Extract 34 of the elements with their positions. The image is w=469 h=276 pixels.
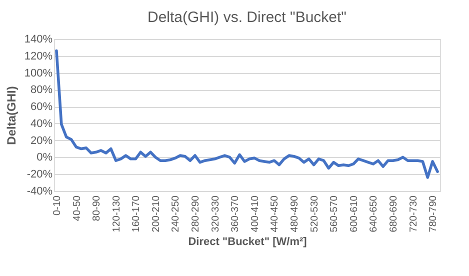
- x-tick-label: 280-290: [190, 195, 202, 232]
- x-tick-label: 40-50: [72, 195, 83, 222]
- x-tick-label: 320-330: [210, 195, 222, 232]
- y-tick-label: 100%: [24, 67, 53, 80]
- x-tick-label: 240-250: [170, 195, 182, 232]
- x-tick-label: 680-690: [388, 195, 400, 232]
- y-tick-label: 120%: [24, 50, 53, 62]
- x-tick-label: 560-570: [329, 195, 340, 232]
- x-tick-label: 440-450: [270, 195, 281, 232]
- chart-title: Delta(GHI) vs. Direct "Bucket": [147, 9, 347, 26]
- x-tick-label: 780-790: [428, 195, 440, 232]
- x-tick-label: 0-10: [52, 195, 63, 216]
- y-tick-label: 40%: [30, 118, 53, 130]
- x-axis-title: Direct "Bucket" [W/m²]: [188, 236, 308, 248]
- x-tick-label: 80-90: [92, 195, 103, 222]
- x-tick-label: 640-650: [368, 195, 380, 232]
- y-tick-label: 0%: [36, 152, 53, 164]
- y-tick-label: -40%: [26, 186, 53, 198]
- y-tick-label: 60%: [30, 101, 53, 114]
- x-tick-label: 480-490: [290, 195, 301, 232]
- x-tick-label: 160-170: [131, 195, 142, 232]
- x-tick-label: 360-370: [230, 195, 242, 232]
- y-tick-label: 20%: [30, 134, 53, 147]
- y-tick-label: -20%: [26, 168, 53, 181]
- x-tick-label: 600-610: [348, 195, 360, 232]
- line-series: [55, 49, 439, 179]
- x-tick-label: 400-410: [250, 195, 261, 232]
- y-axis-title: Delta(GHI): [4, 86, 18, 145]
- x-tick-label: 520-530: [309, 195, 320, 232]
- y-tick-label: 140%: [24, 34, 53, 46]
- x-tick-label: 120-130: [111, 195, 122, 232]
- x-tick-label: 200-210: [150, 195, 162, 232]
- x-tick-label: 720-730: [408, 195, 420, 232]
- y-tick-label: 80%: [30, 84, 53, 96]
